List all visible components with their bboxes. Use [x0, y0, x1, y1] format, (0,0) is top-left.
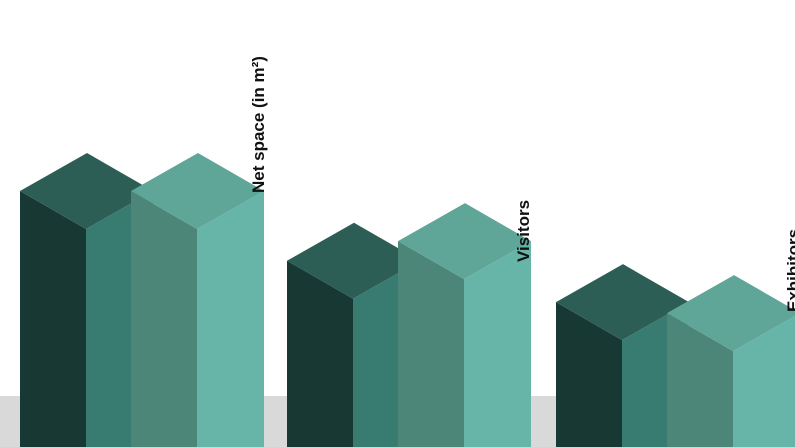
bars-group	[20, 153, 795, 447]
bar-top-face	[131, 153, 264, 229]
bar-left-face	[398, 241, 464, 447]
bar-right-face	[197, 191, 264, 447]
bar-top-face	[287, 222, 420, 299]
bar-left-face	[287, 260, 353, 447]
bar-top-face	[556, 264, 689, 341]
bar-right-face	[464, 241, 531, 447]
bar-left-face	[20, 191, 86, 447]
bar-top-face	[667, 275, 795, 352]
bar-left-face	[667, 313, 733, 447]
bar-1-series-2	[131, 153, 264, 447]
bar-top-face	[398, 203, 531, 280]
bar-top-face	[20, 153, 153, 229]
bar-right-face	[733, 315, 795, 447]
bar-left-face	[131, 191, 197, 447]
category-label: Exhibitors	[784, 229, 795, 312]
category-labels: Net space (in m²) Visitors Exhibitors	[249, 56, 795, 312]
bar-2-series-2	[398, 203, 531, 447]
category-label: Net space (in m²)	[249, 56, 268, 193]
category-label: Visitors	[514, 200, 533, 262]
bar-3-series-2	[667, 275, 795, 447]
bar-left-face	[556, 302, 622, 447]
